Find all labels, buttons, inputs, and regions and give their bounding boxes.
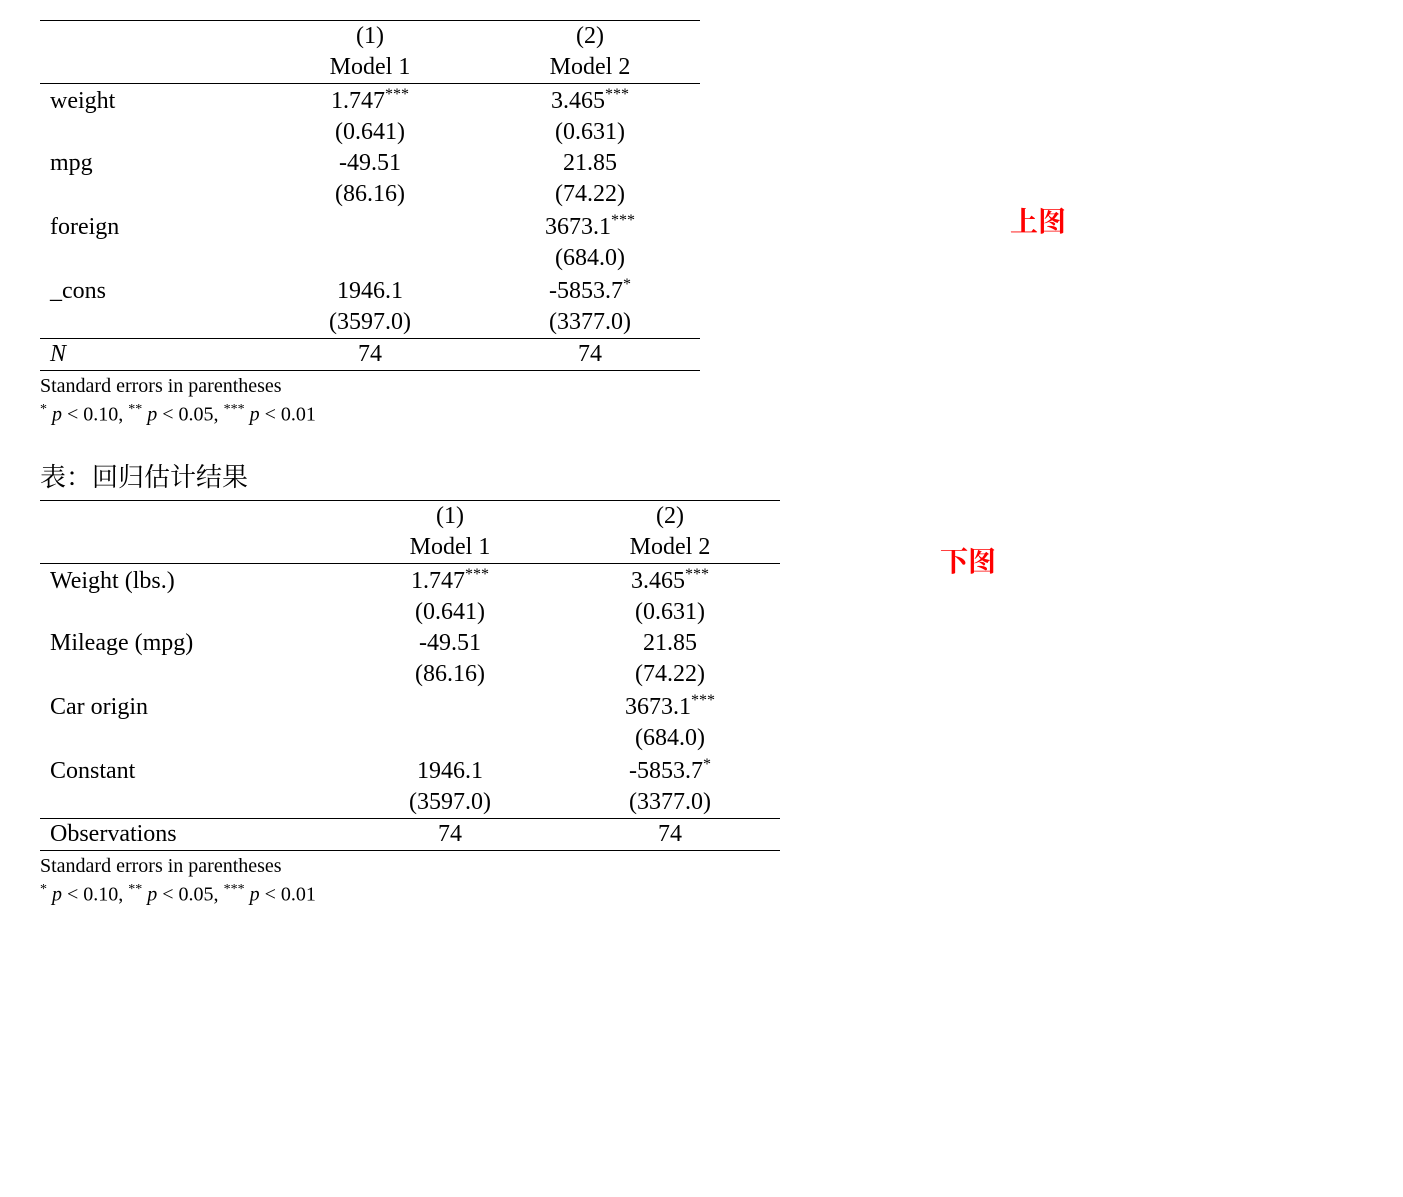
var-label: _cons: [40, 274, 260, 307]
se-cell: (74.22): [560, 659, 780, 690]
footnote-sig-top: * p < 0.10, ** p < 0.05, *** p < 0.01: [40, 402, 1363, 427]
coef-cell: [340, 690, 560, 723]
se-cell: (684.0): [480, 243, 700, 274]
table-row: _cons1946.1-5853.7*: [40, 274, 700, 307]
se-cell: (3377.0): [480, 307, 700, 339]
stat-cell: 74: [340, 818, 560, 850]
col-num-1: (1): [260, 21, 480, 53]
col-num-1: (1): [340, 500, 560, 532]
table-row: Observations7474: [40, 818, 780, 850]
var-label: foreign: [40, 210, 260, 243]
se-cell: (0.631): [560, 597, 780, 628]
table-row: (86.16)(74.22): [40, 179, 700, 210]
coef-cell: 1946.1: [340, 754, 560, 787]
header-row-models: Model 1 Model 2: [40, 52, 700, 84]
se-cell: (3377.0): [560, 787, 780, 819]
se-cell: (3597.0): [340, 787, 560, 819]
col-model-2: Model 2: [480, 52, 700, 84]
stat-cell: 74: [480, 339, 700, 371]
stat-cell: 74: [260, 339, 480, 371]
header-row-nums: (1) (2): [40, 500, 780, 532]
table-row: (3597.0)(3377.0): [40, 307, 700, 339]
coef-cell: 3.465***: [560, 563, 780, 597]
se-cell: (74.22): [480, 179, 700, 210]
col-num-2: (2): [560, 500, 780, 532]
table-row: N7474: [40, 339, 700, 371]
coef-cell: 21.85: [560, 628, 780, 659]
table-row: foreign 3673.1***: [40, 210, 700, 243]
se-cell: (0.641): [260, 117, 480, 148]
table-row: (0.641)(0.631): [40, 117, 700, 148]
var-label: Mileage (mpg): [40, 628, 340, 659]
var-label: mpg: [40, 148, 260, 179]
annotation-top: 上图: [1010, 200, 1066, 240]
annotation-bottom: 下图: [940, 540, 996, 580]
coef-cell: 3673.1***: [480, 210, 700, 243]
footnote-se-top: Standard errors in parentheses: [40, 375, 1363, 398]
coef-cell: 3673.1***: [560, 690, 780, 723]
coef-cell: -49.51: [260, 148, 480, 179]
coef-cell: [260, 210, 480, 243]
col-model-1: Model 1: [340, 532, 560, 564]
coef-cell: 1.747***: [340, 563, 560, 597]
coef-cell: -5853.7*: [480, 274, 700, 307]
table-row: (3597.0)(3377.0): [40, 787, 780, 819]
table-row: (0.641)(0.631): [40, 597, 780, 628]
table-row: Weight (lbs.)1.747***3.465***: [40, 563, 780, 597]
coef-cell: 21.85: [480, 148, 700, 179]
se-cell: (0.641): [340, 597, 560, 628]
table-row: (86.16)(74.22): [40, 659, 780, 690]
coef-cell: 1946.1: [260, 274, 480, 307]
var-label: Car origin: [40, 690, 340, 723]
coef-cell: -49.51: [340, 628, 560, 659]
footnote-sig-bottom: * p < 0.10, ** p < 0.05, *** p < 0.01: [40, 882, 1363, 907]
var-label: Weight (lbs.): [40, 563, 340, 597]
coef-cell: 3.465***: [480, 84, 700, 118]
stat-cell: 74: [560, 818, 780, 850]
table-row: Constant1946.1-5853.7*: [40, 754, 780, 787]
regression-table-top: (1) (2) Model 1 Model 2 weight1.747***3.…: [40, 20, 700, 371]
table-row: mpg-49.5121.85: [40, 148, 700, 179]
col-num-2: (2): [480, 21, 700, 53]
se-cell: (86.16): [340, 659, 560, 690]
regression-table-bottom: (1) (2) Model 1 Model 2 Weight (lbs.)1.7…: [40, 500, 780, 851]
se-cell: (684.0): [560, 723, 780, 754]
var-label: weight: [40, 84, 260, 118]
col-model-1: Model 1: [260, 52, 480, 84]
table-row: (684.0): [40, 243, 700, 274]
se-cell: (0.631): [480, 117, 700, 148]
coef-cell: -5853.7*: [560, 754, 780, 787]
col-model-2: Model 2: [560, 532, 780, 564]
table-row: Car origin 3673.1***: [40, 690, 780, 723]
header-row-nums: (1) (2): [40, 21, 700, 53]
var-label: Constant: [40, 754, 340, 787]
coef-cell: 1.747***: [260, 84, 480, 118]
footnote-se-bottom: Standard errors in parentheses: [40, 855, 1363, 878]
stat-label: N: [40, 339, 260, 371]
se-cell: [260, 243, 480, 274]
header-row-models: Model 1 Model 2: [40, 532, 780, 564]
table-row: Mileage (mpg)-49.5121.85: [40, 628, 780, 659]
se-cell: (3597.0): [260, 307, 480, 339]
top-table-wrap: 上图 (1) (2) Model 1 Model 2 weight1.747**…: [40, 20, 1363, 427]
se-cell: (86.16): [260, 179, 480, 210]
bottom-table-wrap: 下图 (1) (2) Model 1 Model 2 Weight (lbs.)…: [40, 500, 1363, 907]
table-row: weight1.747***3.465***: [40, 84, 700, 118]
stat-label: Observations: [40, 818, 340, 850]
se-cell: [340, 723, 560, 754]
table-row: (684.0): [40, 723, 780, 754]
table-title-bottom: 表：回归估计结果: [40, 457, 1363, 494]
